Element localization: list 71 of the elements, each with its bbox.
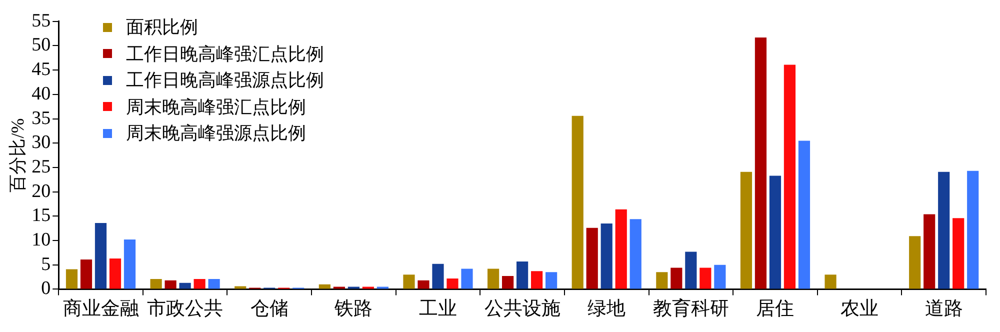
legend-label: 周末晚高峰强汇点比例 — [126, 96, 306, 118]
bar — [670, 268, 682, 289]
bar — [798, 140, 810, 289]
bar — [754, 37, 767, 289]
y-tick-label: 40 — [32, 83, 51, 104]
bar — [769, 176, 782, 289]
y-tick-label: 15 — [32, 205, 51, 226]
bar — [909, 236, 921, 289]
x-tick-label: 仓储 — [250, 298, 288, 320]
x-tick-label: 工业 — [418, 298, 457, 320]
bar — [516, 261, 528, 289]
bar — [194, 278, 206, 289]
legend-label: 工作日晚高峰强汇点比例 — [126, 42, 324, 66]
bar — [487, 268, 500, 289]
bar — [685, 252, 697, 289]
bar — [740, 172, 752, 289]
y-tick-label: 45 — [32, 59, 51, 80]
bar — [179, 282, 191, 289]
x-tick-label: 道路 — [924, 298, 963, 320]
legend-label: 面积比例 — [126, 16, 198, 39]
bar — [938, 172, 950, 289]
y-tick-label: 50 — [32, 34, 51, 56]
legend-label: 周末晚高峰强源点比例 — [126, 122, 306, 145]
x-tick-label: 公共设施 — [484, 298, 560, 320]
bar — [94, 222, 107, 289]
bar — [967, 170, 979, 289]
bar — [586, 228, 598, 289]
bar — [572, 116, 584, 289]
y-tick-label: 55 — [32, 10, 51, 32]
bar — [150, 278, 162, 289]
y-tick-label: 5 — [41, 254, 51, 275]
bar — [318, 284, 330, 289]
y-tick-label: 0 — [41, 278, 51, 300]
bar — [109, 258, 122, 289]
bar — [546, 272, 558, 289]
bar — [952, 218, 964, 289]
x-tick-label: 市政公共 — [147, 298, 224, 320]
x-tick-label: 教育科研 — [652, 298, 729, 320]
bar — [714, 264, 726, 289]
bar — [615, 209, 627, 289]
bar — [824, 274, 836, 289]
bar — [784, 64, 796, 289]
bar — [502, 276, 514, 289]
y-tick-label: 35 — [32, 108, 51, 129]
bar — [446, 278, 458, 289]
x-tick-label: 农业 — [840, 298, 879, 320]
bar — [66, 269, 78, 289]
bar — [531, 271, 543, 289]
x-tick-label: 铁路 — [334, 298, 373, 320]
bar — [80, 260, 92, 289]
y-tick-label: 10 — [32, 229, 51, 250]
bar — [461, 268, 473, 289]
x-tick-label: 居住 — [756, 298, 794, 320]
x-tick-label: 商业金融 — [62, 298, 139, 320]
bar — [124, 240, 136, 289]
bar — [432, 264, 444, 289]
bar — [208, 278, 220, 289]
y-tick-label: 30 — [32, 132, 51, 154]
bar — [403, 274, 415, 289]
y-tick-label: 25 — [32, 156, 51, 178]
legend-label: 工作日晚高峰强源点比例 — [126, 69, 324, 92]
bar — [164, 280, 176, 289]
bar — [924, 214, 936, 289]
bar — [700, 268, 712, 289]
bar — [630, 219, 642, 289]
x-tick-label: 绿地 — [588, 298, 626, 320]
bar — [418, 280, 430, 289]
y-axis-title: 百分比/% — [8, 118, 28, 192]
bar — [600, 223, 612, 289]
bar — [656, 272, 668, 289]
y-tick-label: 20 — [32, 180, 51, 202]
